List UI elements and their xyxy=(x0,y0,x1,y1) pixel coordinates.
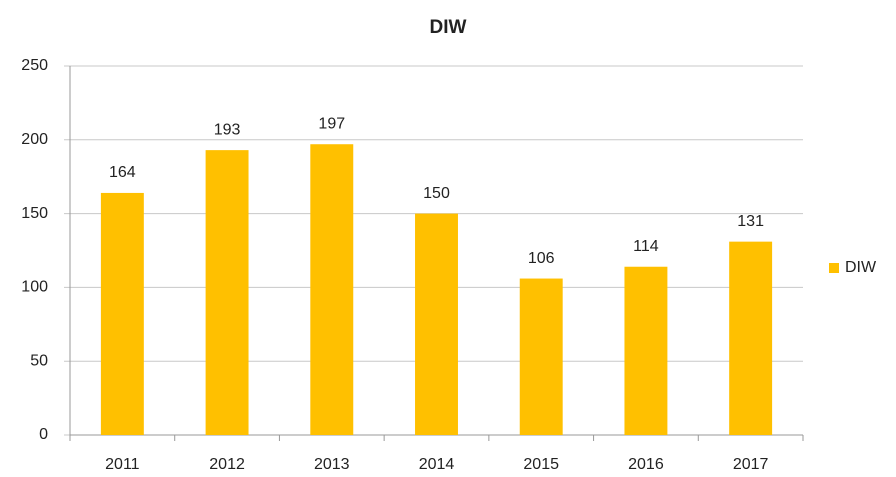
x-tick-label: 2013 xyxy=(314,456,350,473)
legend-swatch xyxy=(829,263,839,273)
legend-label: DIW xyxy=(845,259,877,276)
chart-title: DIW xyxy=(430,17,467,38)
data-label: 164 xyxy=(109,164,136,181)
bar xyxy=(415,213,458,435)
bar xyxy=(624,266,668,435)
y-tick-label: 100 xyxy=(21,279,48,296)
y-tick-label: 200 xyxy=(21,131,48,148)
bar xyxy=(729,241,773,435)
data-label: 150 xyxy=(423,185,450,202)
x-tick-label: 2015 xyxy=(523,456,559,473)
x-tick-label: 2017 xyxy=(733,456,769,473)
data-label: 197 xyxy=(318,115,345,132)
bar xyxy=(205,150,249,435)
y-tick-label: 250 xyxy=(21,57,48,74)
y-tick-label: 150 xyxy=(21,205,48,222)
data-label: 193 xyxy=(214,121,241,138)
y-tick-label: 50 xyxy=(30,352,48,369)
x-tick-label: 2011 xyxy=(105,456,140,473)
bar xyxy=(310,144,354,435)
data-label: 114 xyxy=(633,238,659,255)
x-tick-label: 2012 xyxy=(209,456,245,473)
data-label: 106 xyxy=(528,250,555,267)
y-tick-label: 0 xyxy=(39,426,48,443)
x-tick-label: 2016 xyxy=(628,456,664,473)
bar xyxy=(100,192,144,435)
x-tick-label: 2014 xyxy=(419,456,455,473)
data-label: 131 xyxy=(737,213,764,230)
bar xyxy=(519,278,563,435)
